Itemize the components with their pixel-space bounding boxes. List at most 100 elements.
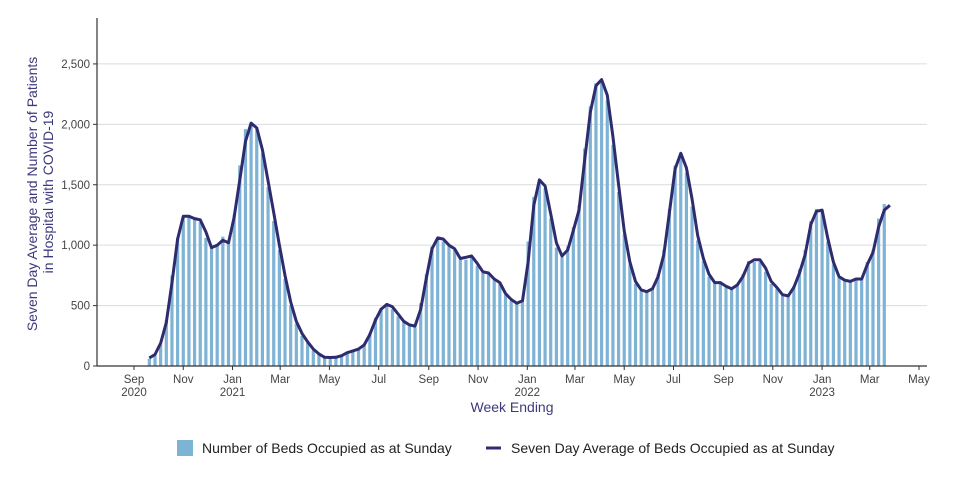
bar (159, 344, 163, 366)
bar (226, 241, 231, 366)
bar (221, 236, 225, 366)
bar (453, 250, 457, 366)
bar (622, 234, 626, 366)
bar (752, 262, 756, 366)
x-tick-label: Jan (813, 374, 832, 386)
bar (809, 221, 813, 366)
x-tick-label: Sep (713, 374, 733, 386)
bar (696, 240, 700, 366)
y-tick-label: 1,000 (61, 240, 90, 252)
bar (272, 221, 276, 366)
bar (407, 326, 411, 366)
x-tick-label: May (908, 374, 930, 386)
bar (639, 291, 643, 366)
bar (520, 300, 525, 366)
x-tick-label: Mar (270, 374, 290, 386)
y-axis-title: Seven Day Average and Number of Patients… (24, 53, 56, 331)
bar (865, 262, 869, 366)
x-tick-label: Nov (173, 374, 194, 386)
bar (707, 276, 711, 366)
bar (498, 283, 502, 366)
bar (882, 204, 886, 366)
x-tick-year-label: 2021 (220, 387, 246, 399)
bar (741, 274, 745, 366)
bar (385, 305, 389, 366)
bar (605, 100, 609, 367)
x-tick-year-label: 2023 (809, 387, 835, 399)
bar (577, 205, 581, 366)
bar (447, 246, 451, 366)
bar (600, 82, 604, 367)
y-tick-label: 2,500 (61, 59, 90, 71)
y-axis-title-line-2: in Hospital with COVID-19 (40, 110, 56, 273)
bar (735, 283, 739, 366)
bar-series (147, 82, 886, 367)
x-tick-label: Jul (666, 374, 681, 386)
x-tick-label: May (613, 374, 635, 386)
bar (718, 281, 722, 366)
bar (814, 208, 819, 366)
bar (475, 265, 479, 366)
bar (611, 144, 615, 366)
bar (351, 350, 355, 366)
x-tick-label: Mar (565, 374, 585, 386)
y-tick-label: 1,500 (61, 180, 90, 192)
bar (419, 303, 423, 366)
bar (249, 124, 253, 366)
x-axis-title: Week Ending (470, 399, 553, 415)
bar (430, 246, 434, 366)
bar (667, 208, 672, 366)
bar (826, 241, 830, 366)
y-tick-label: 0 (84, 361, 90, 373)
bar (730, 288, 734, 366)
y-tick-label: 500 (71, 301, 90, 313)
bar (549, 218, 553, 366)
bar (526, 241, 530, 366)
bar (554, 247, 558, 366)
bar (560, 257, 564, 366)
bar (334, 356, 338, 366)
bar (786, 295, 790, 366)
bar (441, 241, 445, 366)
bar (176, 237, 180, 366)
bar (339, 355, 344, 366)
bar (543, 188, 547, 366)
bar (187, 214, 191, 366)
bar (170, 275, 174, 366)
bar (690, 206, 694, 366)
bar (673, 165, 677, 366)
bar (854, 279, 858, 366)
bar (215, 243, 219, 366)
legend-bar-label: Number of Beds Occupied as at Sunday (202, 440, 452, 456)
bar (679, 155, 683, 366)
x-tick-year-label: 2022 (515, 387, 541, 399)
bar (345, 352, 349, 366)
bar (464, 259, 468, 366)
x-tick-year-label: 2020 (121, 387, 147, 399)
bar (311, 350, 315, 366)
bar (724, 287, 728, 366)
bar (769, 283, 773, 366)
x-tick-label: Jan (518, 374, 537, 386)
bar (877, 218, 881, 366)
bar (746, 260, 751, 366)
bar (503, 294, 508, 366)
bar (633, 283, 638, 366)
bar (871, 250, 875, 366)
bar (181, 217, 185, 366)
bar (848, 281, 852, 366)
bar (147, 358, 151, 366)
bar (566, 246, 570, 366)
bar (701, 260, 705, 366)
legend-line-label: Seven Day Average of Beds Occupied as at… (511, 440, 835, 456)
bar (289, 305, 293, 366)
bar (571, 227, 575, 366)
bar (628, 264, 632, 366)
bar (645, 292, 649, 366)
y-tick-label: 2,000 (61, 119, 90, 131)
bar (492, 280, 496, 366)
x-tick-label: Jul (371, 374, 386, 386)
bar (486, 274, 491, 366)
x-tick-label: Sep (419, 374, 439, 386)
